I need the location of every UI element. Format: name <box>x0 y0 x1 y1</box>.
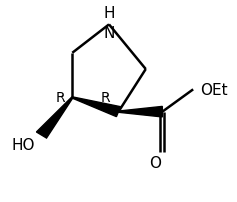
Polygon shape <box>36 98 73 138</box>
Text: N: N <box>103 26 115 41</box>
Text: R: R <box>56 91 65 105</box>
Text: HO: HO <box>12 137 36 152</box>
Text: OEt: OEt <box>200 82 228 97</box>
Text: O: O <box>149 155 161 170</box>
Text: R: R <box>101 91 110 105</box>
Polygon shape <box>72 97 121 117</box>
Polygon shape <box>118 107 162 117</box>
Text: H: H <box>103 6 115 21</box>
